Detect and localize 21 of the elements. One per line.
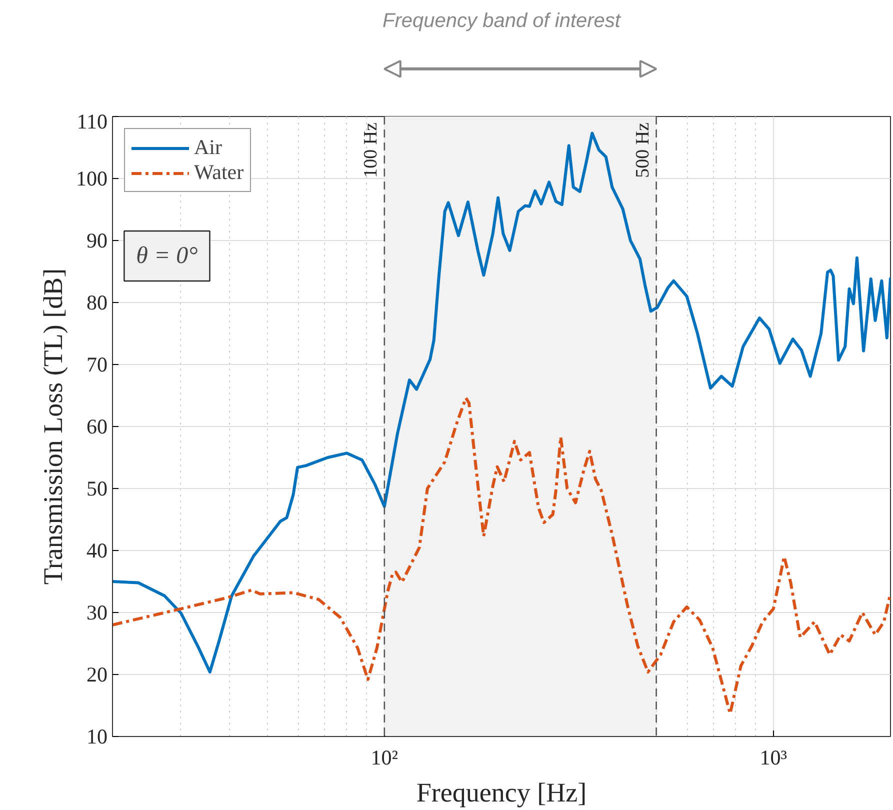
ref-line-label: 500 Hz <box>632 122 654 178</box>
y-tick-label: 110 <box>76 110 108 134</box>
y-tick-label: 100 <box>76 166 108 190</box>
x-axis-title: Frequency [Hz] <box>416 778 587 808</box>
y-tick-label: 80 <box>86 290 108 314</box>
annotation: θ = 0° <box>136 243 198 269</box>
chart-title: Frequency band of interest <box>382 10 622 32</box>
y-tick-label: 50 <box>86 476 108 500</box>
y-tick-label: 30 <box>86 600 108 624</box>
y-tick-label: 40 <box>86 538 108 562</box>
y-tick-label: 70 <box>86 352 108 376</box>
x-tick-label: 10² <box>370 746 398 770</box>
y-tick-label: 90 <box>86 228 108 252</box>
y-axis-title: Transmission Loss (TL) [dB] <box>38 268 68 585</box>
legend-label: Water <box>194 160 244 185</box>
y-tick-label: 60 <box>86 414 108 438</box>
y-tick-label: 10 <box>86 724 108 748</box>
ref-line-label: 100 Hz <box>360 122 382 178</box>
y-tick-label: 20 <box>86 662 108 686</box>
legend-label: Air <box>194 135 222 160</box>
x-tick-label: 10³ <box>760 746 788 770</box>
